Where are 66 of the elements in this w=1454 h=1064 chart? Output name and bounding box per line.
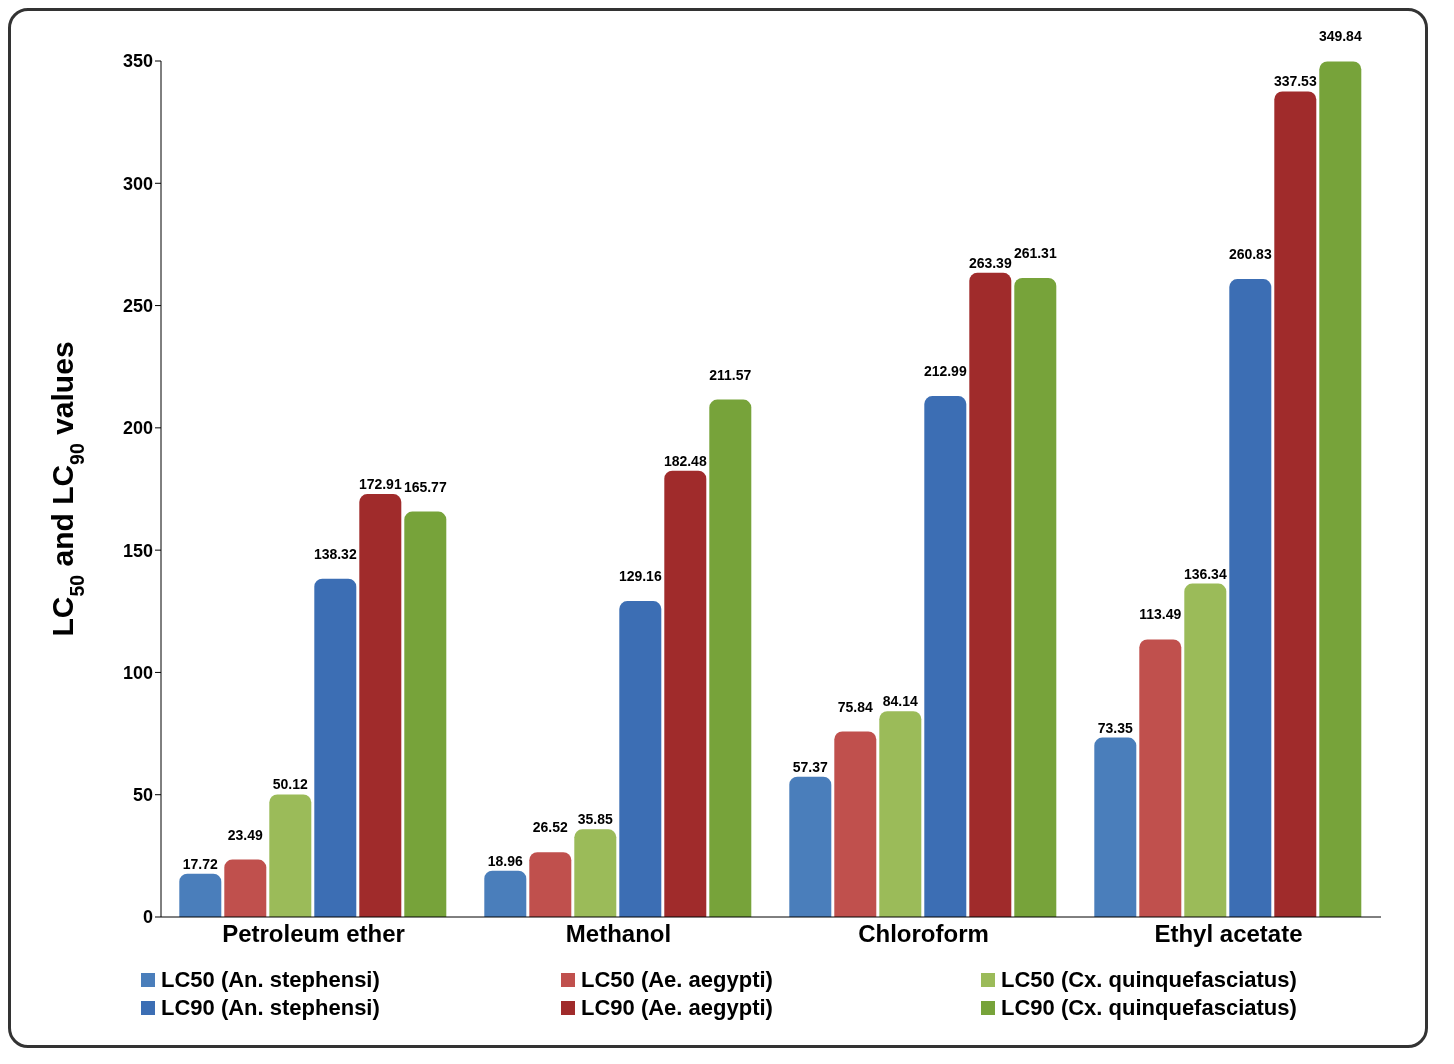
x-tick-label: Petroleum ether xyxy=(222,920,405,948)
data-label: 138.32 xyxy=(313,545,357,562)
data-label: 212.99 xyxy=(923,363,967,380)
bar xyxy=(924,396,967,917)
y-tick-label: 350 xyxy=(122,51,153,72)
bar xyxy=(664,470,707,917)
legend-label: LC50 (An. stephensi) xyxy=(161,967,380,993)
bar xyxy=(1274,91,1317,917)
data-label: 129.16 xyxy=(618,568,662,585)
bar xyxy=(314,578,357,917)
data-label: 35.85 xyxy=(577,811,614,828)
y-tick-label: 300 xyxy=(122,173,153,194)
bar xyxy=(269,794,312,917)
bar xyxy=(404,511,447,917)
x-tick-label: Ethyl acetate xyxy=(1154,920,1303,948)
bar xyxy=(179,873,222,917)
bar xyxy=(359,494,402,917)
bar xyxy=(789,776,832,917)
legend-label: LC90 (Ae. aegypti) xyxy=(581,995,773,1021)
data-label: 337.53 xyxy=(1273,73,1317,90)
bar xyxy=(574,829,617,917)
data-label: 113.49 xyxy=(1139,606,1182,623)
legend-label: LC50 (Ae. aegypti) xyxy=(581,967,773,993)
data-label: 17.72 xyxy=(182,855,219,872)
data-label: 50.12 xyxy=(272,776,309,793)
data-label: 182.48 xyxy=(663,452,707,469)
data-label: 84.14 xyxy=(882,693,919,710)
bar xyxy=(1319,61,1362,917)
data-label: 165.77 xyxy=(403,478,447,495)
x-tick-label: Methanol xyxy=(565,920,672,948)
bar xyxy=(1229,279,1272,917)
bar xyxy=(484,870,527,917)
bar xyxy=(224,859,267,917)
y-tick-label: 250 xyxy=(122,295,153,316)
bar xyxy=(1184,583,1227,917)
data-label: 75.84 xyxy=(837,698,874,715)
data-label: 26.52 xyxy=(532,819,569,836)
bar xyxy=(879,711,922,917)
bar xyxy=(969,272,1012,917)
bar xyxy=(834,731,877,917)
data-label: 172.91 xyxy=(358,476,402,493)
legend-label: LC90 (Cx. quinquefasciatus) xyxy=(1001,995,1297,1021)
bar xyxy=(529,852,572,917)
data-label: 136.34 xyxy=(1183,565,1227,582)
x-tick-label: Chloroform xyxy=(858,920,989,948)
data-label: 23.49 xyxy=(227,826,264,843)
y-tick-label: 150 xyxy=(122,540,153,561)
data-label: 211.57 xyxy=(709,366,752,383)
bar xyxy=(619,601,662,917)
bar xyxy=(1094,737,1137,917)
bar xyxy=(1014,277,1057,917)
y-tick-label: 0 xyxy=(142,907,153,928)
legend-label: LC50 (Cx. quinquefasciatus) xyxy=(1001,967,1297,993)
y-tick-label: 50 xyxy=(132,785,153,806)
data-label: 73.35 xyxy=(1097,719,1134,736)
data-label: 263.39 xyxy=(968,254,1012,271)
data-label: 349.84 xyxy=(1318,28,1362,45)
y-tick-label: 100 xyxy=(122,662,153,683)
data-label: 57.37 xyxy=(792,758,829,775)
data-label: 260.83 xyxy=(1228,246,1272,263)
y-tick-label: 200 xyxy=(122,418,153,439)
bar xyxy=(709,399,752,917)
bar xyxy=(1139,639,1182,917)
data-label: 18.96 xyxy=(487,852,524,869)
legend-label: LC90 (An. stephensi) xyxy=(161,995,380,1021)
data-label: 261.31 xyxy=(1013,244,1057,261)
